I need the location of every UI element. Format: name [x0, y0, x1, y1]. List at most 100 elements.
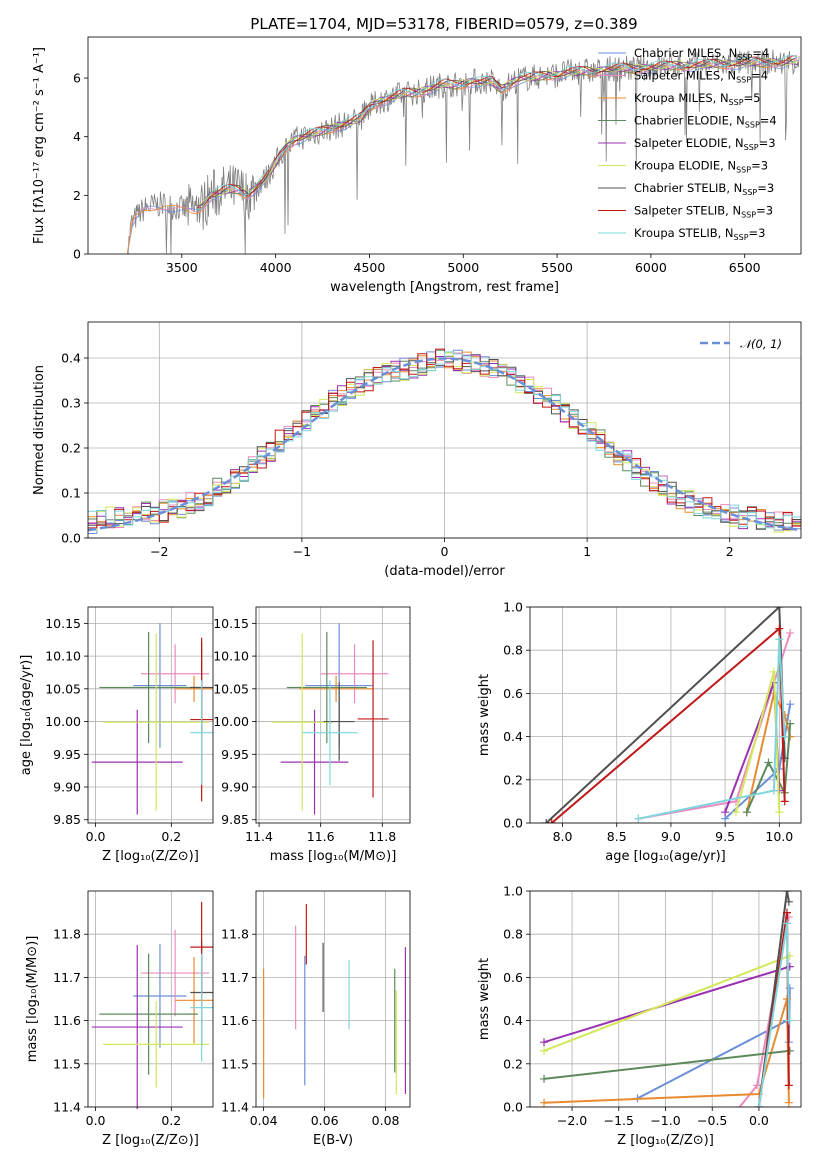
- weight-line: [545, 607, 786, 823]
- figure-title: PLATE=1704, MJD=53178, FIBERID=0579, z=0…: [250, 15, 637, 33]
- y-tick-label: 10.10: [213, 649, 249, 664]
- plot-area: [263, 903, 407, 1099]
- y-tick-label: 11.5: [53, 1056, 81, 1071]
- weight-marker: [784, 1016, 793, 1025]
- y-tick-label: 2: [73, 188, 81, 203]
- y-tick-label: 1.0: [503, 884, 523, 899]
- y-tick-label: 0: [73, 247, 81, 262]
- y-tick-label: 11.4: [221, 1100, 249, 1115]
- weight-marker: [634, 814, 643, 823]
- legend-suffix: =4: [752, 46, 769, 60]
- y-tick-label: 10.05: [213, 681, 249, 696]
- mass-vs-metallicity-axes: 0.0 0.2 11.4 11.5 11.6 11.7 11.8 Z [log₁₀(Z/Z⊙)…: [25, 890, 214, 1148]
- axes-border: [529, 890, 802, 1108]
- x-axis-label: E(B-V): [313, 1133, 353, 1148]
- x-tick-label: 6500: [729, 260, 761, 275]
- y-tick-label: 11.6: [53, 1013, 81, 1028]
- y-tick-label: 0.2: [61, 441, 81, 456]
- legend-label: Kroupa MILES, NSSP=5: [634, 91, 760, 107]
- y-tick-label: 10.05: [45, 681, 81, 696]
- y-tick-label: 0.1: [61, 486, 81, 501]
- model-fit-line: [196, 55, 798, 209]
- legend-subscript: SSP: [729, 98, 744, 107]
- legend-subscript: SSP: [741, 211, 756, 220]
- x-tick-label: 9.5: [715, 829, 735, 844]
- weight-marker: [784, 897, 793, 906]
- weight-marker: [782, 891, 791, 895]
- x-tick-label: 11.8: [368, 829, 396, 844]
- y-tick-label: 9.85: [53, 812, 81, 827]
- legend-label: 𝒩(0, 1): [740, 337, 782, 351]
- weight-marker: [769, 667, 778, 676]
- weight-line: [543, 1049, 790, 1080]
- axes-border: [87, 36, 802, 255]
- age-vs-mass-axes: 11.4 11.6 11.8 9.85 9.90 9.95 10.00 10.05 10.10 1…: [213, 606, 411, 864]
- histogram-step: [88, 348, 801, 529]
- weight-marker: [727, 1114, 735, 1122]
- axes-frame: 11.4 11.6 11.8 9.85 9.90 9.95 10.00 10.05 10.10 1…: [213, 606, 411, 864]
- legend-suffix: =3: [751, 159, 768, 173]
- legend-suffix: =5: [744, 91, 761, 105]
- x-tick-label: 3500: [166, 260, 198, 275]
- weight-line: [745, 690, 792, 813]
- weight-line: [543, 965, 791, 1044]
- model-fit-line: [196, 59, 798, 213]
- x-tick-label: 0.0: [86, 829, 106, 844]
- y-tick-label: 10.00: [45, 714, 81, 729]
- weight-marker: [775, 607, 784, 611]
- y-tick-label: 11.8: [53, 927, 81, 942]
- y-tick-label: 10.15: [213, 616, 249, 631]
- axes-border: [87, 890, 214, 1108]
- weight-marker: [782, 919, 791, 928]
- y-axis-label: mass weight: [477, 674, 492, 756]
- y-axis-label: Flux [fλ10⁻¹⁷ erg cm⁻² s⁻¹ A⁻¹]: [32, 47, 47, 244]
- y-tick-label: 6: [73, 71, 81, 86]
- x-tick-label: −1.0: [650, 1113, 680, 1128]
- weight-marker: [540, 1074, 549, 1083]
- x-tick-label: 0.2: [161, 829, 181, 844]
- weight-marker: [769, 786, 778, 795]
- x-tick-label: −1: [293, 544, 311, 559]
- weight-marker: [742, 808, 751, 817]
- legend: Chabrier MILES, NSSP=4 Salpeter MILES, NS…: [598, 46, 777, 242]
- y-tick-label: 11.4: [53, 1100, 81, 1115]
- legend-label: Salpeter ELODIE, NSSP=3: [634, 136, 776, 152]
- weight-marker: [784, 1098, 793, 1107]
- weight-marker: [542, 819, 551, 823]
- weight-marker: [775, 624, 784, 633]
- y-tick-label: 0.0: [61, 531, 81, 546]
- weight-marker: [731, 808, 740, 817]
- normal-curve: [87, 357, 802, 532]
- axes-border: [255, 606, 411, 824]
- legend-label: Chabrier ELODIE, NSSP=4: [634, 114, 777, 130]
- axes-frame: −2 −1 0 1 2 0.0 0.1 0.2 0.3 0.4 (data-model)/error…: [32, 321, 802, 579]
- weight-marker: [754, 1103, 763, 1107]
- model-fit-line: [126, 58, 799, 253]
- legend-suffix: =3: [749, 226, 766, 240]
- y-tick-label: 0.8: [503, 927, 523, 942]
- x-tick-label: −1.5: [604, 1113, 634, 1128]
- plot-area: [91, 901, 213, 1110]
- y-tick-label: 11.7: [53, 970, 81, 985]
- x-tick-label: 0.0: [86, 1113, 106, 1128]
- x-tick-label: 0.2: [161, 1113, 181, 1128]
- y-tick-label: 0.3: [61, 396, 81, 411]
- y-tick-label: 11.8: [221, 927, 249, 942]
- weight-line: [724, 704, 792, 820]
- x-axis-label: Z [log₁₀(Z/Z⊙)]: [102, 1133, 199, 1148]
- x-tick-label: 1: [583, 544, 591, 559]
- plot-area: [87, 348, 802, 534]
- y-tick-label: 0.6: [503, 970, 523, 985]
- x-tick-label: 5500: [541, 260, 573, 275]
- y-tick-label: 11.6: [221, 1013, 249, 1028]
- weight-marker: [782, 908, 791, 917]
- weight-marker: [764, 758, 773, 767]
- weight-marker: [540, 1038, 549, 1047]
- axes-border: [87, 606, 214, 824]
- y-tick-label: 10.00: [213, 714, 249, 729]
- y-tick-label: 4: [73, 129, 81, 144]
- x-tick-label: 0: [441, 544, 449, 559]
- y-axis-label: age [log₁₀(age/yr)]: [19, 655, 34, 776]
- weight-marker: [540, 1046, 549, 1055]
